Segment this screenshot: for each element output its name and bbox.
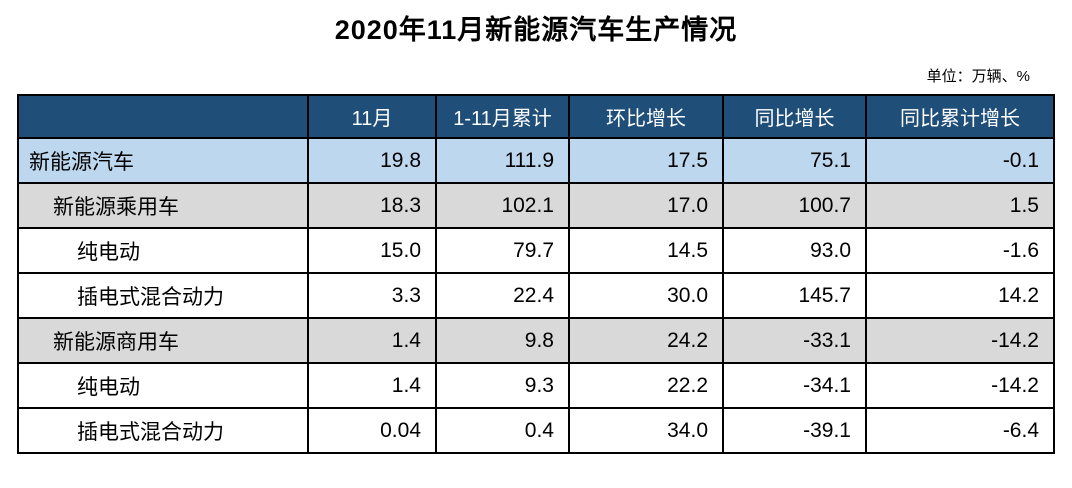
table-row-1: 新能源乘用车 18.3 102.1 17.0 100.7 1.5 [17, 182, 1055, 229]
column-header-0 [17, 94, 309, 139]
value-cell-r0-c0: 19.8 [307, 137, 437, 184]
row-label-cell: 新能源商用车 [17, 317, 309, 364]
value-cell-r6-c3: -39.1 [722, 407, 867, 454]
value-cell-r5-c2: 22.2 [568, 362, 724, 409]
value-cell-r4-c1: 9.8 [435, 317, 570, 364]
value-cell-r6-c2: 34.0 [568, 407, 724, 454]
value-cell-r3-c0: 3.3 [307, 272, 437, 319]
value-cell-r1-c0: 18.3 [307, 182, 437, 229]
table-row-2: 纯电动 15.0 79.7 14.5 93.0 -1.6 [17, 227, 1055, 274]
value-cell-r2-c0: 15.0 [307, 227, 437, 274]
value-cell-r2-c2: 14.5 [568, 227, 724, 274]
column-header-2: 1-11月累计 [435, 94, 570, 139]
value-cell-r6-c0: 0.04 [307, 407, 437, 454]
row-label-cell: 插电式混合动力 [17, 407, 309, 454]
value-cell-r0-c4: -0.1 [865, 137, 1055, 184]
value-cell-r3-c2: 30.0 [568, 272, 724, 319]
table-row-4: 新能源商用车 1.4 9.8 24.2 -33.1 -14.2 [17, 317, 1055, 364]
value-cell-r3-c4: 14.2 [865, 272, 1055, 319]
page-title: 2020年11月新能源汽车生产情况 [334, 15, 738, 45]
row-label-cell: 插电式混合动力 [17, 272, 309, 319]
nev-production-table: 11月 1-11月累计 环比增长 同比增长 同比累计增长 新能源汽车 19.8 111.9 1… [17, 94, 1055, 454]
value-cell-r1-c3: 100.7 [722, 182, 867, 229]
value-cell-r3-c1: 22.4 [435, 272, 570, 319]
value-cell-r2-c4: -1.6 [865, 227, 1055, 274]
value-cell-r5-c4: -14.2 [865, 362, 1055, 409]
value-cell-r1-c2: 17.0 [568, 182, 724, 229]
table-header-row: 11月 1-11月累计 环比增长 同比增长 同比累计增长 [17, 94, 1055, 139]
value-cell-r4-c0: 1.4 [307, 317, 437, 364]
table-row-0: 新能源汽车 19.8 111.9 17.5 75.1 -0.1 [17, 137, 1055, 184]
row-label-cell: 新能源汽车 [17, 137, 309, 184]
value-cell-r0-c3: 75.1 [722, 137, 867, 184]
table-row-6: 插电式混合动力 0.04 0.4 34.0 -39.1 -6.4 [17, 407, 1055, 454]
table-row-3: 插电式混合动力 3.3 22.4 30.0 145.7 14.2 [17, 272, 1055, 319]
value-cell-r2-c3: 93.0 [722, 227, 867, 274]
column-header-3: 环比增长 [568, 94, 724, 139]
value-cell-r5-c1: 9.3 [435, 362, 570, 409]
row-label-cell: 新能源乘用车 [17, 182, 309, 229]
row-label-cell: 纯电动 [17, 362, 309, 409]
unit-label: 单位：万辆、% [926, 68, 1030, 85]
value-cell-r0-c2: 17.5 [568, 137, 724, 184]
value-cell-r4-c2: 24.2 [568, 317, 724, 364]
column-header-4: 同比增长 [722, 94, 867, 139]
value-cell-r4-c4: -14.2 [865, 317, 1055, 364]
row-label-cell: 纯电动 [17, 227, 309, 274]
value-cell-r1-c1: 102.1 [435, 182, 570, 229]
table-row-5: 纯电动 1.4 9.3 22.2 -34.1 -14.2 [17, 362, 1055, 409]
value-cell-r0-c1: 111.9 [435, 137, 570, 184]
value-cell-r3-c3: 145.7 [722, 272, 867, 319]
value-cell-r4-c3: -33.1 [722, 317, 867, 364]
value-cell-r1-c4: 1.5 [865, 182, 1055, 229]
column-header-5: 同比累计增长 [865, 94, 1055, 139]
value-cell-r5-c0: 1.4 [307, 362, 437, 409]
column-header-1: 11月 [307, 94, 437, 139]
value-cell-r5-c3: -34.1 [722, 362, 867, 409]
value-cell-r6-c1: 0.4 [435, 407, 570, 454]
value-cell-r2-c1: 79.7 [435, 227, 570, 274]
value-cell-r6-c4: -6.4 [865, 407, 1055, 454]
